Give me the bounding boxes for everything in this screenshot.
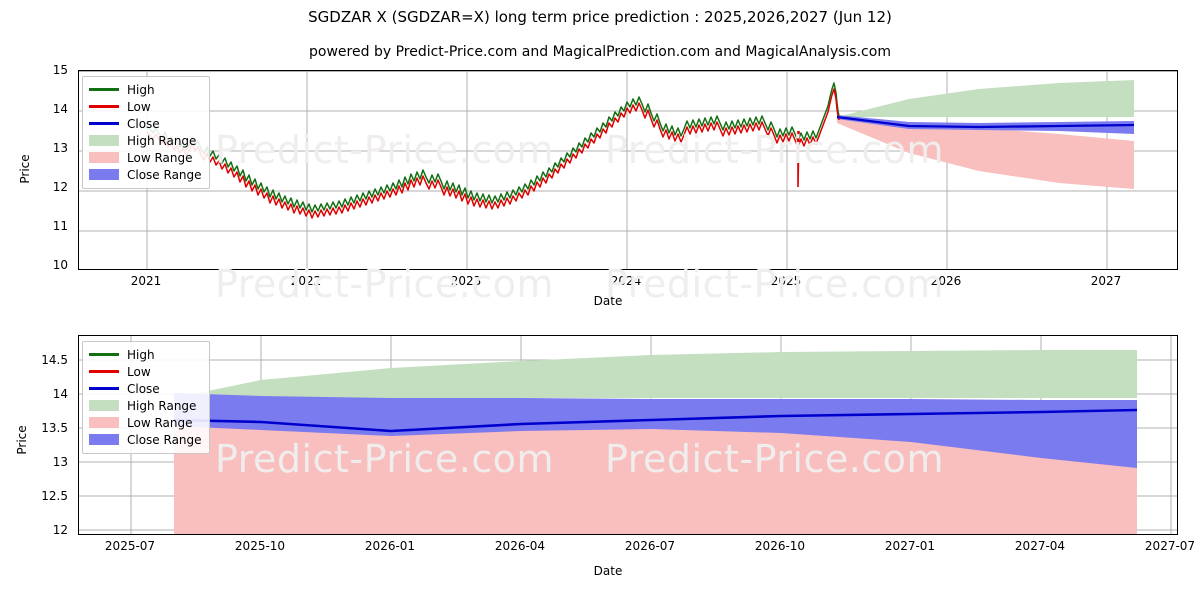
bottom-plot-area xyxy=(78,335,1178,535)
bottom-y-tick: 14 xyxy=(52,387,68,401)
bottom-x-tick: 2027-01 xyxy=(884,539,936,553)
top-y-tick: 10 xyxy=(52,258,68,272)
top-close-forecast-line xyxy=(836,115,1135,129)
top-close-range-band xyxy=(837,115,1134,134)
top-low-range-band xyxy=(837,119,1134,189)
top-y-tick: 14 xyxy=(52,102,68,116)
watermark-text: Predict-Price.com xyxy=(215,437,555,481)
legend-label: Close xyxy=(127,116,160,131)
legend-item-high-range: High Range xyxy=(89,397,202,414)
high-line-swatch xyxy=(89,349,119,361)
top-grid-horizontal xyxy=(79,71,1177,232)
top-y-tick: 12 xyxy=(52,180,68,194)
top-x-tick: 2024 xyxy=(610,274,642,288)
legend-label: High Range xyxy=(127,398,197,413)
page-title: SGDZAR X (SGDZAR=X) long term price pred… xyxy=(308,8,892,26)
legend-label: Low Range xyxy=(127,415,193,430)
bottom-x-tick: 2026-07 xyxy=(624,539,676,553)
watermark-text: Predict-Price.com xyxy=(215,262,555,306)
close-line-swatch xyxy=(89,118,119,130)
bottom-chart-legend: High Low Close High Range Low Range Clos… xyxy=(82,341,210,454)
bottom-close-forecast-line xyxy=(173,408,1138,433)
low-line-swatch xyxy=(89,366,119,378)
bottom-x-tick: 2027-07 xyxy=(1144,539,1196,553)
legend-item-close: Close xyxy=(89,380,202,397)
top-x-tick: 2026 xyxy=(930,274,962,288)
legend-item-low-range: Low Range xyxy=(89,414,202,431)
legend-item-high: High xyxy=(89,346,202,363)
bottom-x-axis-label: Date xyxy=(593,564,623,578)
legend-item-high: High xyxy=(89,81,202,98)
bottom-x-tick: 2027-04 xyxy=(1014,539,1066,553)
legend-item-close-range: Close Range xyxy=(89,166,202,183)
legend-label: Close Range xyxy=(127,432,202,447)
top-x-tick: 2021 xyxy=(130,274,162,288)
high-line-swatch xyxy=(89,84,119,96)
bottom-x-tick: 2025-10 xyxy=(234,539,286,553)
bottom-y-tick: 12.5 xyxy=(41,489,68,503)
top-y-tick: 15 xyxy=(52,63,68,77)
legend-label: Low xyxy=(127,364,151,379)
watermark-text: Predict-Price.com xyxy=(605,262,945,306)
top-high-range-band xyxy=(837,80,1134,117)
page-subtitle: powered by Predict-Price.com and Magical… xyxy=(309,44,891,60)
watermark-text: Predict-Price.com xyxy=(605,437,945,481)
legend-item-close: Close xyxy=(89,115,202,132)
legend-label: Low Range xyxy=(127,150,193,165)
legend-label: High xyxy=(127,347,155,362)
legend-label: High Range xyxy=(127,133,197,148)
legend-item-high-range: High Range xyxy=(89,132,202,149)
top-y-tick: 13 xyxy=(52,141,68,155)
bottom-x-tick: 2026-01 xyxy=(364,539,416,553)
low-range-swatch xyxy=(89,417,119,429)
low-line-swatch xyxy=(89,101,119,113)
bottom-y-tick: 13 xyxy=(52,455,68,469)
bottom-chart-svg xyxy=(79,336,1177,534)
watermark-text: Predict-Price.com xyxy=(215,128,555,172)
top-plot-area xyxy=(78,70,1178,270)
legend-item-low: Low xyxy=(89,98,202,115)
top-chart-legend: High Low Close High Range Low Range Clos… xyxy=(82,76,210,189)
top-x-tick: 2022 xyxy=(290,274,322,288)
low-range-swatch xyxy=(89,152,119,164)
bottom-close-range-band xyxy=(174,393,1137,468)
close-range-swatch xyxy=(89,434,119,446)
close-range-swatch xyxy=(89,169,119,181)
bottom-y-tick: 12 xyxy=(52,523,68,537)
top-chart-panel: Price 15 14 13 12 11 10 xyxy=(18,63,1178,308)
top-chart-svg xyxy=(79,71,1177,269)
top-high-series xyxy=(146,82,840,213)
top-x-axis-label: Date xyxy=(593,294,623,308)
bottom-x-tick: 2026-10 xyxy=(754,539,806,553)
top-low-spike xyxy=(797,130,800,188)
bottom-y-tick: 13.5 xyxy=(41,421,68,435)
bottom-chart-panel: Price 14.5 14 13.5 13 12.5 12 xyxy=(0,315,1200,600)
legend-item-low: Low xyxy=(89,363,202,380)
top-low-series xyxy=(146,88,840,219)
legend-item-close-range: Close Range xyxy=(89,431,202,448)
top-x-tick: 2023 xyxy=(450,274,482,288)
legend-label: Low xyxy=(127,99,151,114)
legend-item-low-range: Low Range xyxy=(89,149,202,166)
high-range-swatch xyxy=(89,135,119,147)
legend-label: High xyxy=(127,82,155,97)
close-line-swatch xyxy=(89,383,119,395)
top-y-tick: 11 xyxy=(52,219,68,233)
watermark-text: Predict-Price.com xyxy=(605,128,945,172)
bottom-high-range-band xyxy=(174,350,1137,398)
bottom-y-tick: 14.5 xyxy=(41,353,68,367)
bottom-x-tick: 2025-07 xyxy=(104,539,156,553)
top-x-tick: 2025 xyxy=(770,274,802,288)
high-range-swatch xyxy=(89,400,119,412)
bottom-x-tick: 2026-04 xyxy=(494,539,546,553)
top-x-tick: 2027 xyxy=(1090,274,1122,288)
legend-label: Close xyxy=(127,381,160,396)
legend-label: Close Range xyxy=(127,167,202,182)
